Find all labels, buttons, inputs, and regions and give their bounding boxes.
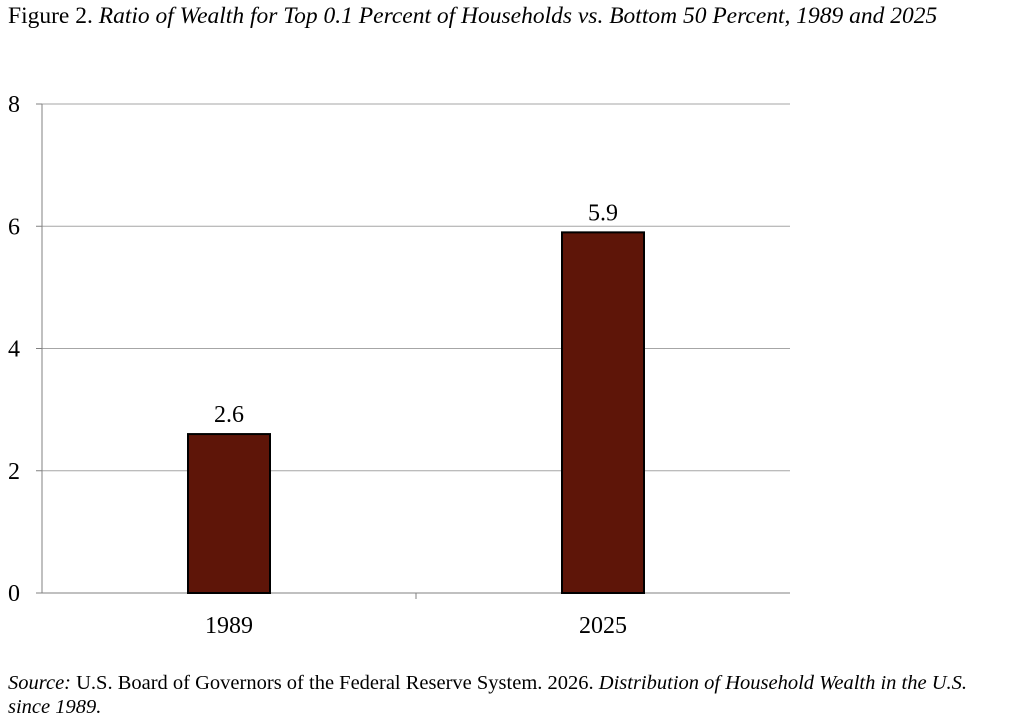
bar-1989 [187,433,271,595]
y-tick-label-4: 4 [8,337,20,363]
figure-title: Figure 2. Ratio of Wealth for Top 0.1 Pe… [8,2,1008,31]
figure-label: Figure 2. [8,3,93,29]
source-note: Source: U.S. Board of Governors of the F… [8,671,1008,719]
y-tick-label-8: 8 [8,92,20,118]
data-label-2025: 5.9 [588,200,618,226]
y-tick-label-2: 2 [8,459,20,485]
x-tick-label-1989: 1989 [205,613,253,639]
source-publication: Distribution of Household Wealth in the … [8,672,968,718]
source-text: U.S. Board of Governors of the Federal R… [76,672,594,694]
y-tick-label-0: 0 [8,581,20,607]
bar-2025 [561,231,645,595]
source-label: Source: [8,672,71,694]
figure-title-text: Ratio of Wealth for Top 0.1 Percent of H… [98,3,938,29]
x-tick-label-2025: 2025 [579,613,627,639]
data-label-1989: 2.6 [214,402,244,428]
y-tick-label-6: 6 [8,214,20,240]
